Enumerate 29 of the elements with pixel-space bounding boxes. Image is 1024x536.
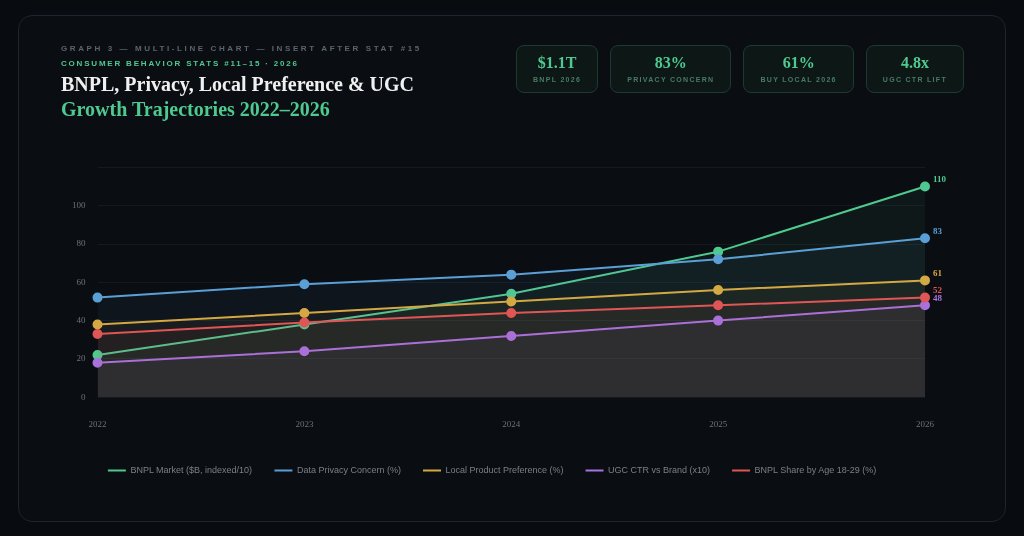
legend-label: Local Product Preference (%) [445, 464, 564, 475]
y-tick-label: 40 [76, 314, 86, 325]
text: CONSUMER BEHAVIOR STATS #11–15 · 2026 [61, 59, 300, 68]
y-tick-label: 0 [81, 391, 86, 402]
data-label: 83 [933, 225, 943, 236]
text: 4.8x [899, 54, 930, 72]
x-tick-label: 2024 [502, 418, 521, 429]
y-tick-label: 60 [76, 276, 86, 287]
legend-label: BNPL Share by Age 18-29 (%) [754, 464, 877, 475]
legend-label: UGC CTR vs Brand (x10) [608, 464, 711, 475]
y-tick-label: 20 [76, 353, 86, 364]
x-tick-label: 2023 [295, 418, 314, 429]
data-label: 61 [933, 267, 943, 278]
chart-title: BNPL, Privacy, Local Preference & UGC [61, 73, 416, 96]
text: 61% [781, 54, 816, 72]
legend-label: BNPL Market ($B, indexed/10) [130, 464, 253, 475]
text: $1.1T [536, 54, 578, 72]
x-tick-label: 2022 [88, 418, 107, 429]
y-tick-label: 80 [76, 238, 86, 249]
chart-subtitle: Growth Trajectories 2022–2026 [61, 98, 331, 121]
x-tick-label: 2026 [916, 418, 935, 429]
x-tick-label: 2025 [709, 418, 728, 429]
caption: GRAPH 3 — MULTI-LINE CHART — INSERT AFTER STAT #15 [61, 44, 423, 53]
text: 83% [653, 54, 688, 72]
data-label: 48 [933, 292, 943, 303]
data-label: 52 [933, 284, 943, 295]
data-label: 110 [933, 173, 947, 184]
y-tick-label: 100 [72, 200, 86, 211]
legend-label: Data Privacy Concern (%) [296, 464, 401, 475]
